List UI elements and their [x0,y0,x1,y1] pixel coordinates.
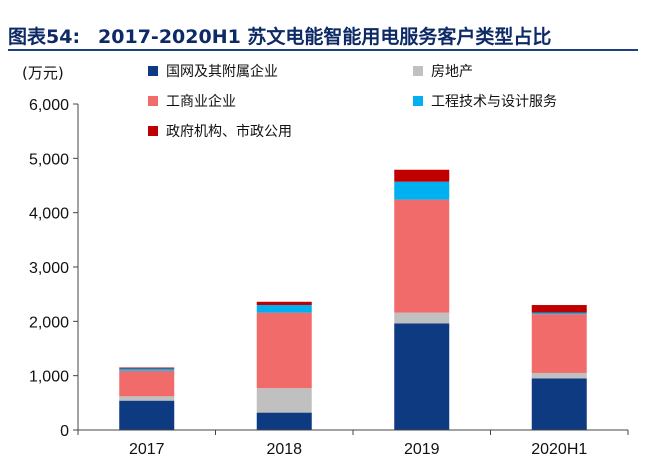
x-axis: 2017 2018 2019 2020H1 [77,429,629,458]
bar-stack-2020h1 [531,305,587,430]
title-rule [8,49,638,51]
legend-item: 房地产 [413,64,473,80]
figure-label: 图表54: [8,26,81,48]
bar-stack-2018 [256,301,312,430]
bar-segment-3 [119,368,175,371]
bar-segment-0 [531,378,587,430]
bar-segment-1 [119,396,175,401]
bars [119,169,587,430]
legend-item: 政府机构、市政公用 [148,123,292,140]
bar-segment-4 [256,301,312,306]
x-tick-label: 2018 [266,441,302,458]
bar-segment-4 [531,305,587,313]
bar-segment-1 [394,312,450,324]
x-tick-label: 2019 [404,441,440,458]
bar-segment-4 [394,169,450,182]
legend-label: 工商业企业 [166,93,236,110]
bar-segment-3 [394,181,450,200]
legend-swatch [413,66,423,76]
bar-stack-2017 [119,367,175,430]
bar-segment-2 [394,199,450,313]
figure-title-text: 2017-2020H1 苏文电能智能用电服务客户类型占比 [98,26,552,48]
y-tick-label: 1,000 [29,369,69,386]
y-tick-label: 4,000 [29,206,69,223]
bar-segment-2 [256,312,312,389]
y-axis: 0 1,000 2,000 3,000 4,000 5,000 6,000 [29,97,79,440]
bar-segment-2 [531,314,587,373]
legend-label: 国网及其附属企业 [166,63,278,80]
legend-item: 工商业企业 [148,93,236,110]
bar-segment-3 [256,305,312,313]
x-tick-label: 2017 [129,441,165,458]
bar-segment-0 [256,412,312,430]
bar-segment-1 [256,388,312,413]
y-unit-label: (万元) [22,64,64,82]
bar-stack-2019 [394,169,450,430]
y-tick-label: 6,000 [29,97,69,114]
bar-segment-0 [119,400,175,430]
bar-segment-2 [119,370,175,397]
y-tick-label: 3,000 [29,260,69,277]
bar-segment-0 [394,323,450,430]
bar-segment-3 [531,312,587,315]
legend-label: 工程技术与设计服务 [431,94,557,110]
bar-segment-1 [531,372,587,379]
legend-label: 房地产 [431,64,473,80]
x-tick-label: 2020H1 [531,441,587,458]
y-tick-label: 2,000 [29,314,69,331]
legend-item: 国网及其附属企业 [148,63,278,80]
y-tick-label: 5,000 [29,151,69,168]
legend-label: 政府机构、市政公用 [166,123,292,140]
legend-swatch [148,66,158,76]
figure-title: 图表54: 2017-2020H1 苏文电能智能用电服务客户类型占比 [8,22,648,49]
legend-swatch [148,96,158,106]
bar-segment-4 [119,367,175,369]
legend-swatch [148,126,158,136]
y-tick-label: 0 [60,423,69,440]
legend-item: 工程技术与设计服务 [413,94,557,110]
legend-swatch [413,96,423,106]
